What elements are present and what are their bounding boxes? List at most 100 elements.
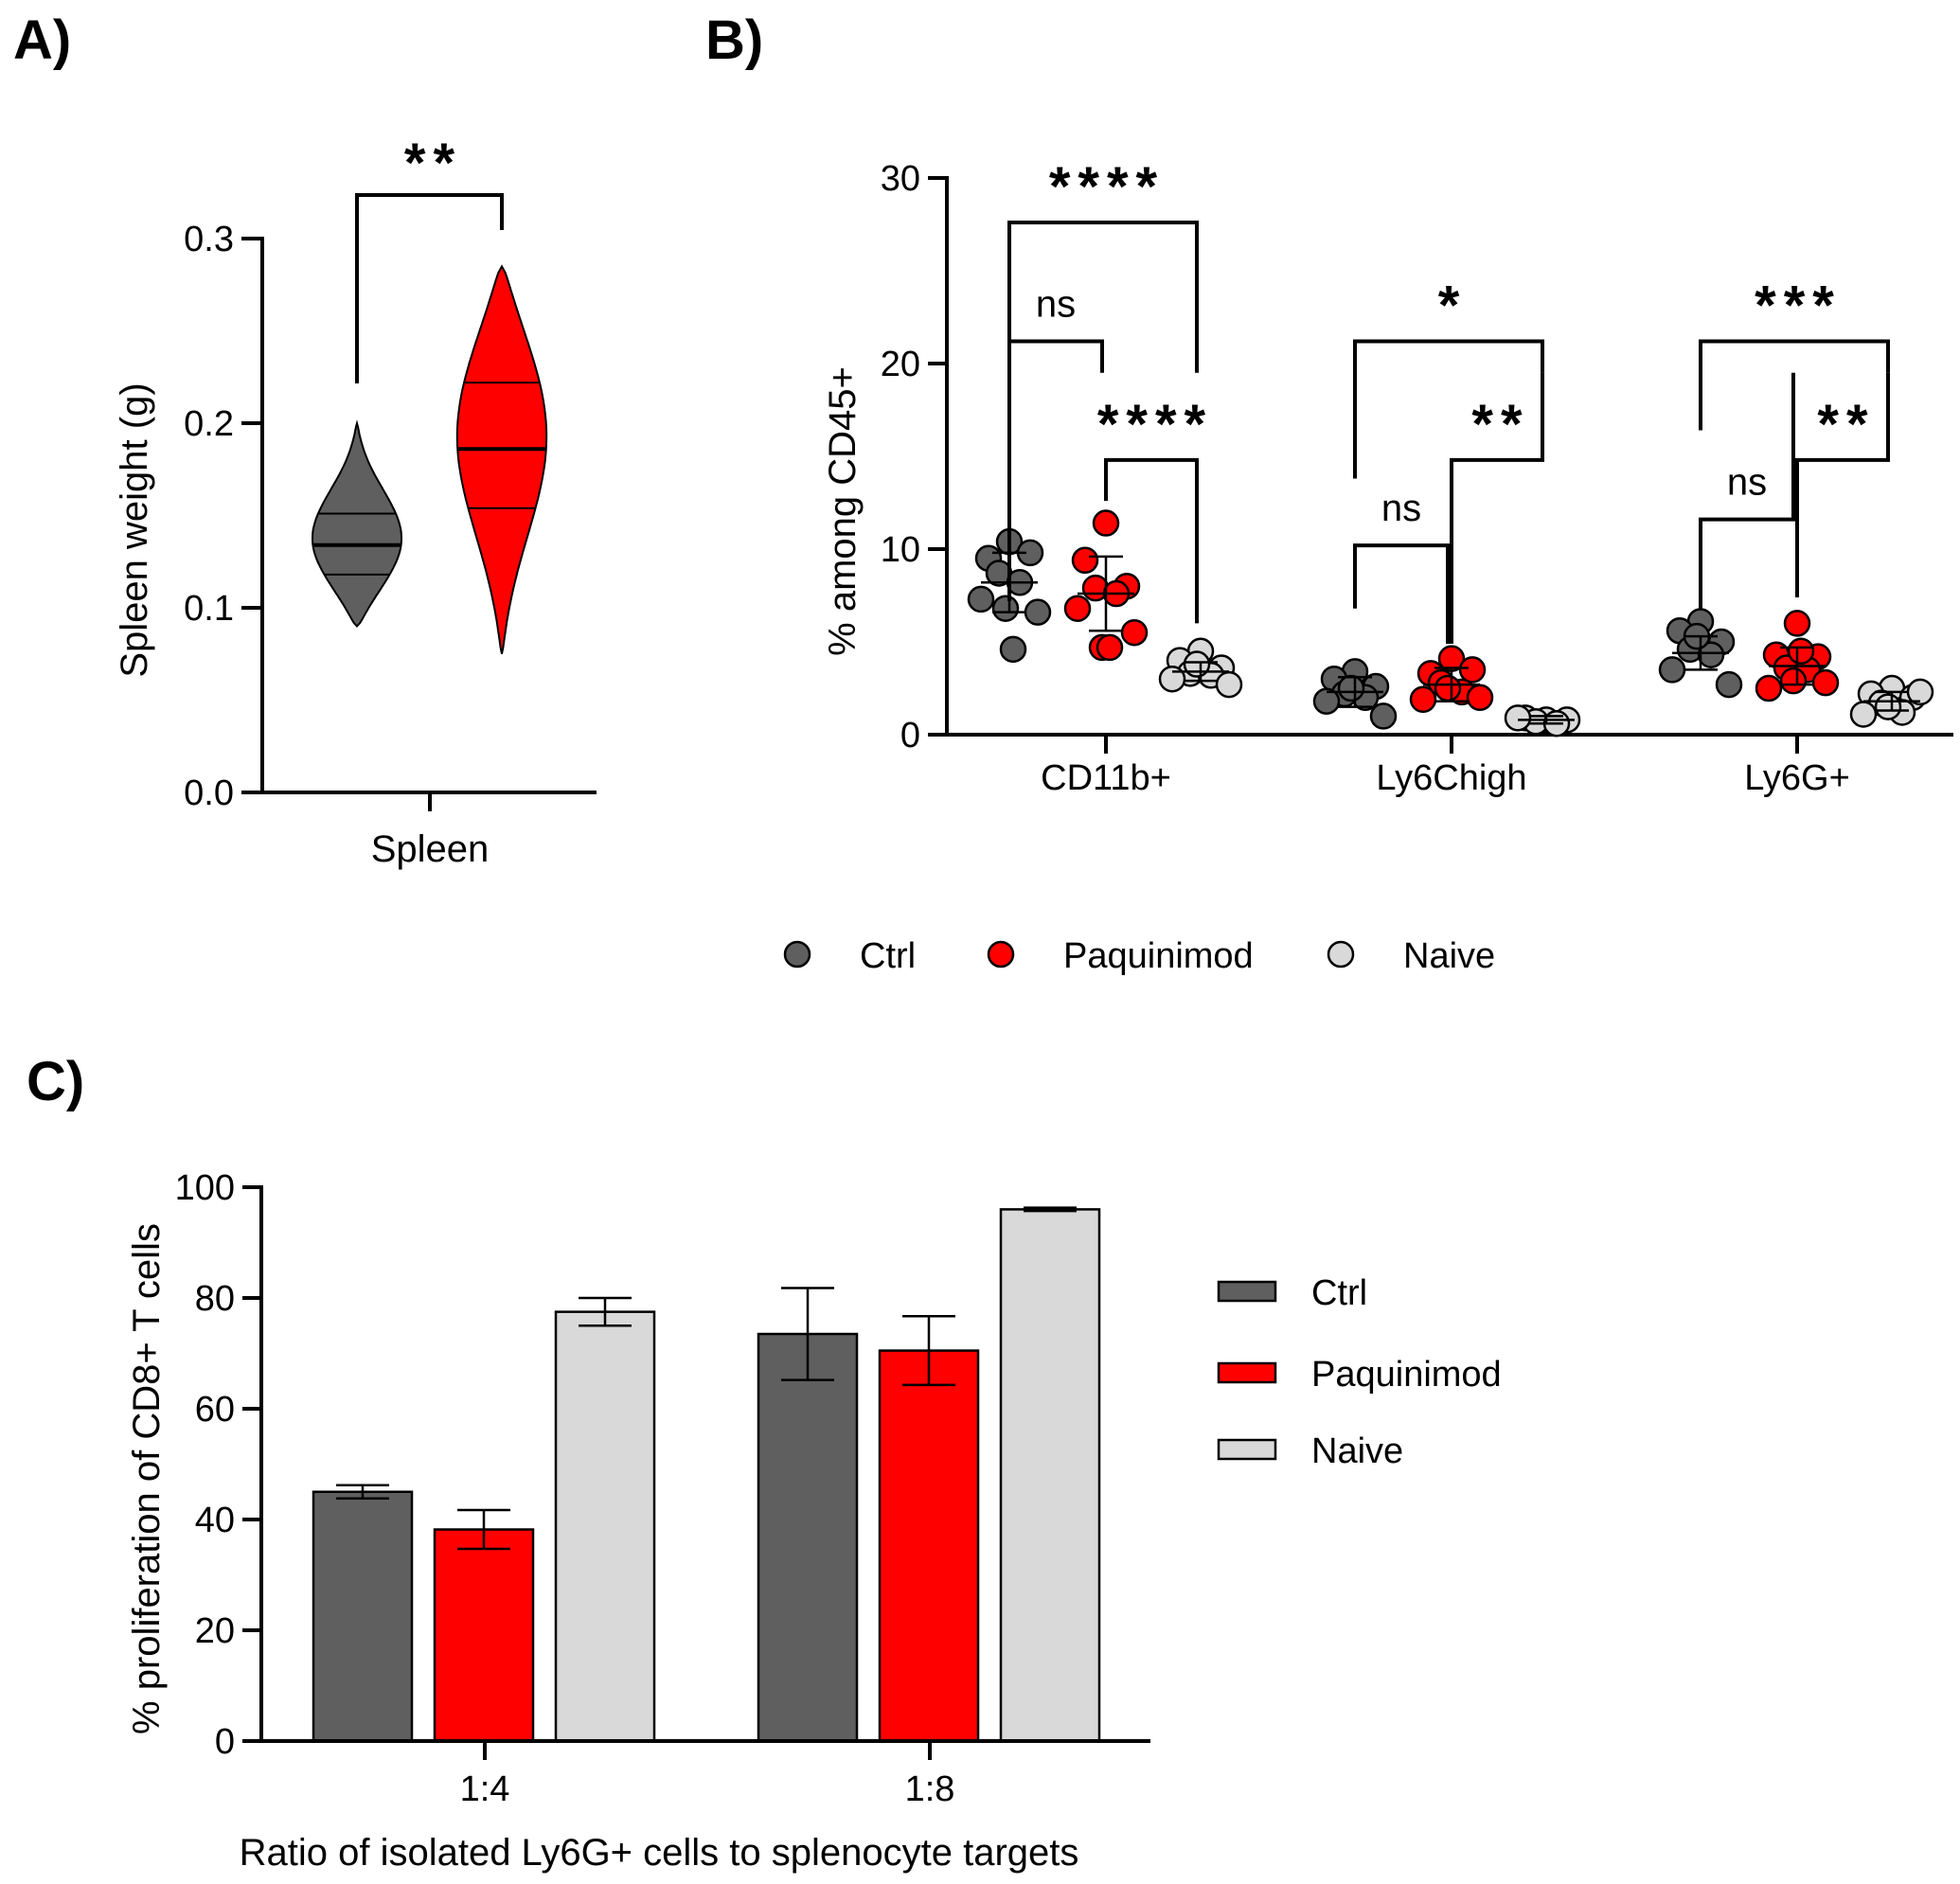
panel-b-y-tick-label: 20 <box>881 345 920 384</box>
legend-c-paquinimod-label: Paquinimod <box>1311 1355 1502 1395</box>
point-paquinimod-ly6chigh <box>1434 674 1462 702</box>
panel-c-x-tick-1-8: 1:8 <box>905 1769 955 1809</box>
significance-label-cd11b-0: **** <box>1049 156 1165 218</box>
significance-label-cd11b-1: ns <box>1036 283 1076 325</box>
point-paquinimod-cd11b <box>1120 618 1149 647</box>
panel-c-y-tick-label: 100 <box>175 1168 235 1208</box>
point-naive-cd11b <box>1215 670 1243 699</box>
legend-b-ctrl-marker <box>783 940 811 969</box>
panel-b-scatter-chart: % among CD45+ CD11b+ Ly6Chigh Ly6G+ 0 10 2… <box>822 156 1953 798</box>
point-naive-cd11b <box>1158 665 1186 693</box>
significance-bracket-ly6g-8 <box>1795 372 1890 597</box>
panel-c-legend: Ctrl Paquinimod Naive <box>1217 1273 1502 1471</box>
point-ctrl-cd11b <box>999 635 1027 664</box>
point-ctrl-ly6chigh <box>1312 687 1341 715</box>
point-paquinimod-ly6g <box>1755 674 1783 702</box>
significance-label-ly6chigh-5: ** <box>1471 394 1529 455</box>
panel-c-y-tick-label: 60 <box>195 1390 235 1430</box>
panel-b-y-tick-label: 10 <box>881 530 920 570</box>
panel-a-y-tick-label: 0.3 <box>184 220 234 259</box>
point-paquinimod-ly6chigh <box>1409 685 1437 714</box>
point-naive-ly6g <box>1849 701 1878 728</box>
panel-c-y-axis-title: % proliferation of CD8+ T cells <box>126 1223 168 1734</box>
point-naive-cd11b <box>1183 650 1211 678</box>
panel-a-category-label: Spleen <box>371 828 490 870</box>
legend-c-ctrl-label: Ctrl <box>1311 1273 1367 1313</box>
bar-naive-1-8 <box>999 1208 1101 1743</box>
panel-c-bar-chart: % proliferation of CD8+ T cells 1:4 1:8 … <box>126 1168 1150 1874</box>
panel-a-significance-label: ** <box>404 133 462 194</box>
legend-b-naive-marker <box>1327 940 1355 969</box>
panel-b-y-tick-label: 30 <box>881 159 920 199</box>
panel-c-label: C) <box>27 1051 84 1112</box>
significance-bracket-ly6chigh-3 <box>1353 339 1544 479</box>
bar-ctrl-1-8 <box>757 1332 859 1743</box>
panel-a-violin-chart: Spleen weight (g) Spleen 0.0 0.1 0.2 0.3 ** <box>114 133 597 870</box>
panel-c-y-tick-label: 40 <box>195 1501 235 1540</box>
panel-c-x-axis-title: Ratio of isolated Ly6G+ cells to splenoc… <box>240 1832 1079 1874</box>
point-paquinimod-ly6g <box>1779 667 1808 695</box>
significance-bracket-cd11b-1 <box>1007 339 1104 601</box>
point-ctrl-ly6chigh <box>1337 674 1365 702</box>
point-naive-ly6chigh <box>1504 704 1532 732</box>
panel-c-y-tick-label: 0 <box>215 1722 235 1762</box>
panel-c-x-tick-1-4: 1:4 <box>460 1769 510 1809</box>
legend-c-naive-swatch <box>1217 1438 1277 1461</box>
significance-bracket-ly6g-7 <box>1699 372 1795 609</box>
significance-bracket-cd11b-2 <box>1104 457 1199 624</box>
point-paquinimod-ly6chigh <box>1458 656 1487 684</box>
point-ctrl-cd11b <box>991 595 1020 622</box>
panel-a-y-tick-label: 0.0 <box>184 773 234 813</box>
significance-label-cd11b-2: **** <box>1097 394 1213 455</box>
point-paquinimod-ly6g <box>1787 637 1815 666</box>
point-paquinimod-ly6g <box>1811 668 1840 697</box>
significance-label-ly6g-6: *** <box>1755 275 1842 336</box>
panel-a-y-tick-label: 0.2 <box>184 404 234 444</box>
panel-a-significance-bracket <box>355 193 504 383</box>
point-naive-ly6g <box>1874 693 1902 720</box>
panel-c-y-tick-label: 80 <box>195 1279 235 1319</box>
panel-b-x-tick-ly6chigh: Ly6Chigh <box>1376 758 1526 798</box>
panel-b-label: B) <box>705 9 763 71</box>
point-ctrl-ly6g <box>1658 656 1686 684</box>
panel-b-y-axis-title: % among CD45+ <box>822 366 864 656</box>
violin-ctrl <box>311 419 403 628</box>
bar-naive-1-4 <box>554 1310 656 1743</box>
point-ctrl-ly6g <box>1715 670 1743 699</box>
violin-paquinimod <box>455 264 548 654</box>
significance-bracket-ly6g-6 <box>1699 339 1890 431</box>
point-ctrl-ly6g <box>1697 641 1725 668</box>
panel-b-x-tick-ly6g: Ly6G+ <box>1744 758 1850 798</box>
point-ctrl-cd11b <box>967 585 995 613</box>
bar-paquinimod-1-8 <box>878 1349 980 1743</box>
panel-a-label: A) <box>13 9 71 71</box>
point-paquinimod-cd11b <box>1096 633 1124 662</box>
panel-b-legend: Ctrl Paquinimod Naive <box>783 936 1495 976</box>
significance-label-ly6g-8: ** <box>1817 394 1875 455</box>
point-ctrl-cd11b <box>1024 598 1052 626</box>
point-ctrl-ly6chigh <box>1369 702 1398 730</box>
panel-c-y-tick-label: 20 <box>195 1611 235 1651</box>
legend-b-ctrl-label: Ctrl <box>860 936 916 976</box>
panel-b-x-tick-cd11b: CD11b+ <box>1041 758 1171 798</box>
bar-paquinimod-1-4 <box>433 1528 535 1743</box>
significance-label-ly6chigh-4: ns <box>1381 488 1421 529</box>
panel-a-y-axis-title: Spleen weight (g) <box>114 382 155 677</box>
legend-b-naive-label: Naive <box>1403 936 1495 976</box>
significance-label-ly6g-7: ns <box>1727 462 1767 504</box>
bar-ctrl-1-4 <box>312 1490 414 1743</box>
panel-a-y-tick-label: 0.1 <box>184 589 234 629</box>
point-paquinimod-ly6g <box>1783 610 1811 637</box>
point-paquinimod-cd11b <box>1071 546 1099 575</box>
legend-b-paquinimod-marker <box>987 940 1015 969</box>
legend-c-naive-label: Naive <box>1311 1431 1403 1471</box>
point-paquinimod-cd11b <box>1063 595 1092 622</box>
significance-bracket-ly6chigh-5 <box>1450 372 1544 644</box>
significance-bracket-ly6chigh-4 <box>1353 543 1450 644</box>
significance-label-ly6chigh-3: * <box>1438 275 1468 336</box>
panel-b-y-tick-label: 0 <box>900 716 920 755</box>
point-paquinimod-cd11b <box>1092 509 1120 537</box>
legend-b-paquinimod-label: Paquinimod <box>1063 936 1254 976</box>
significance-bracket-cd11b-0 <box>1007 221 1199 410</box>
